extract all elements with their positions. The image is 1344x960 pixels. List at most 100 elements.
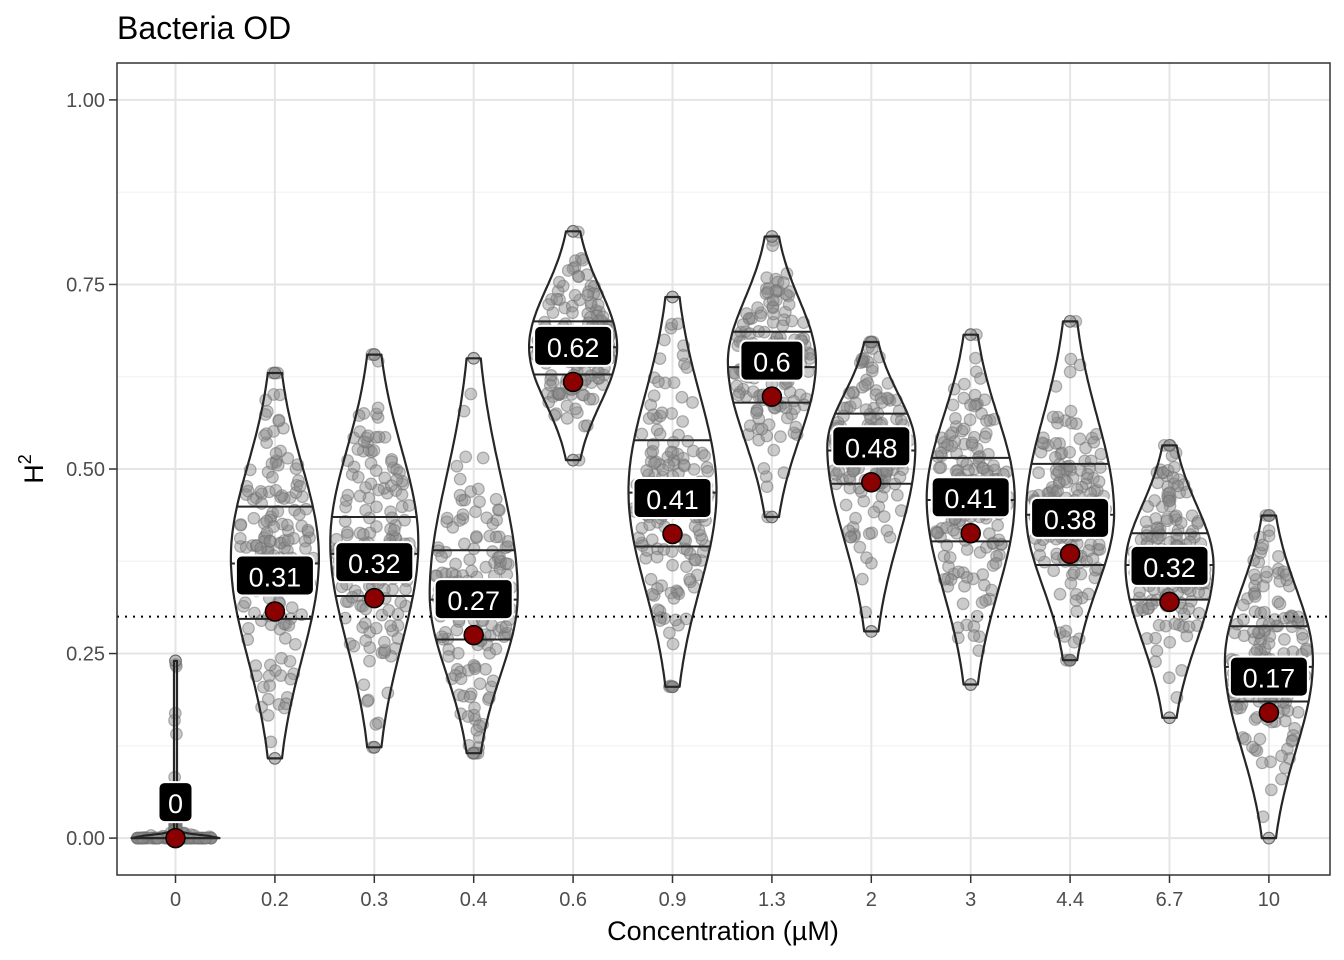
jitter-point [1256, 579, 1270, 593]
jitter-point [1082, 544, 1096, 557]
jitter-point [1079, 441, 1092, 455]
jitter-point [1248, 713, 1262, 726]
y-axis-title-superscript: 2 [15, 454, 35, 464]
jitter-point [969, 351, 982, 365]
jitter-point [456, 508, 470, 522]
jitter-point [782, 298, 796, 311]
jitter-point [760, 429, 774, 443]
jitter-point [1271, 595, 1285, 609]
y-tick-label: 0.00 [66, 828, 105, 850]
jitter-point [1150, 644, 1164, 658]
jitter-point [1162, 494, 1176, 508]
jitter-point [1065, 416, 1078, 430]
jitter-point [940, 521, 953, 535]
jitter-point [372, 483, 385, 497]
jitter-point [666, 637, 680, 651]
jitter-point [1255, 756, 1269, 770]
jitter-point [743, 419, 757, 433]
jitter-point [689, 553, 702, 567]
jitter-point [1059, 624, 1073, 638]
jitter-point [345, 590, 359, 604]
x-tick-label: 0 [170, 889, 181, 911]
jitter-point [453, 488, 467, 502]
jitter-point [471, 482, 485, 496]
mean-point [1159, 591, 1180, 613]
jitter-point [1237, 613, 1250, 627]
jitter-point [359, 634, 373, 648]
jitter-point [893, 470, 907, 484]
jitter-point [982, 527, 996, 541]
mean-point [1059, 543, 1081, 565]
jitter-point [591, 298, 605, 312]
jitter-point [583, 392, 597, 406]
jitter-point [1064, 404, 1078, 418]
jitter-point [499, 557, 513, 570]
y-axis-title: H2 [15, 454, 49, 484]
jitter-point [875, 490, 889, 503]
jitter-point [367, 444, 381, 457]
jitter-point [1063, 459, 1077, 473]
jitter-point [480, 511, 494, 525]
jitter-point [470, 530, 483, 543]
jitter-point [653, 614, 667, 627]
jitter-point [479, 662, 492, 676]
mean-point [463, 624, 484, 646]
jitter-point [267, 520, 281, 533]
jitter-point [450, 459, 464, 473]
jitter-point [692, 523, 706, 537]
jitter-point [662, 626, 676, 640]
jitter-point [442, 650, 456, 663]
jitter-point [542, 298, 556, 311]
jitter-point [968, 399, 981, 413]
jitter-point [675, 390, 689, 404]
jitter-point [1133, 585, 1147, 598]
jitter-point [1263, 630, 1277, 643]
jitter-point [839, 498, 853, 512]
mean-label-text: 0.41 [944, 484, 997, 514]
jitter-point [295, 608, 309, 622]
x-axis: 0 0.2 0.3 0.4 0.6 0.9 1.3 2 3 4.4 6.7 10 [170, 875, 1280, 911]
jitter-point [369, 464, 383, 477]
jitter-point [288, 637, 302, 651]
jitter-point [647, 389, 661, 403]
jitter-point [272, 414, 286, 428]
jitter-point [656, 463, 670, 477]
jitter-point [473, 677, 487, 691]
jitter-point [1064, 576, 1078, 590]
y-axis: 0.00 0.25 0.50 0.75 1.00 [66, 90, 117, 850]
jitter-point [586, 392, 600, 406]
mean-label-text: 0.6 [753, 348, 791, 378]
mean-label-box [157, 781, 194, 824]
jitter-point [492, 530, 506, 544]
jitter-point [1262, 617, 1276, 631]
jitter-point [1256, 810, 1270, 824]
jitter-point [979, 594, 993, 607]
jitter-point [701, 464, 715, 478]
jitter-point [960, 570, 974, 584]
jitter-point [774, 430, 787, 444]
jitter-point [263, 534, 277, 548]
jitter-point [766, 300, 780, 314]
jitter-point [449, 557, 462, 571]
jitter-point [283, 654, 297, 668]
jitter-point [1149, 512, 1163, 525]
jitter-point [461, 710, 475, 723]
jitter-point [351, 443, 365, 456]
jitter-point [560, 411, 574, 425]
jitter-point [666, 558, 679, 572]
jitter-point [1296, 631, 1310, 645]
jitter-point [853, 540, 867, 554]
jitter-point [363, 511, 376, 525]
jitter-point [339, 500, 352, 514]
jitter-point [347, 639, 361, 653]
jitter-point [1177, 607, 1191, 621]
jitter-point [750, 406, 763, 420]
jitter-point [1174, 516, 1188, 530]
mean-label-text: 0 [168, 789, 183, 819]
mean-label-box [632, 476, 713, 519]
jitter-point [489, 642, 503, 656]
jitter-point [464, 485, 478, 498]
jitter-point [238, 596, 252, 610]
jitter-point [667, 591, 681, 605]
jitter-point [667, 376, 681, 390]
